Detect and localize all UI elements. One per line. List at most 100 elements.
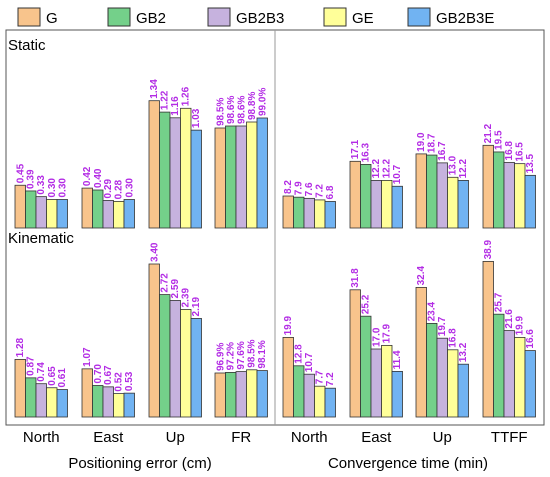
- bar-static-up-2-gb2b3e: [190, 129, 202, 229]
- value-label: 19.5: [494, 130, 505, 150]
- bar-static-east-5-gb2: [360, 164, 372, 229]
- bar-kinematic-east-1-gb2b3: [102, 386, 114, 418]
- bar-kinematic-east-1-g: [81, 368, 93, 418]
- value-label: 1.26: [181, 86, 192, 106]
- legend-swatch-gb2b3e: [407, 7, 431, 27]
- bar-static-up-6-ge: [447, 176, 459, 229]
- bar-static-east-1-gb2b3: [102, 200, 114, 229]
- x-category-up: Up: [433, 429, 452, 446]
- bar-kinematic-up-6-g: [415, 286, 427, 418]
- value-label: 23.4: [427, 301, 438, 321]
- value-label: 16.8: [504, 141, 515, 161]
- value-label: 16.3: [361, 143, 372, 163]
- value-label: 1.22: [160, 90, 171, 110]
- x-category-north: North: [291, 429, 328, 446]
- value-label: 0.74: [36, 362, 47, 382]
- value-label: 6.8: [325, 185, 336, 199]
- value-label: 19.9: [515, 315, 526, 335]
- bar-kinematic-north-4-gb2b3: [303, 373, 315, 418]
- value-label: 21.2: [483, 123, 494, 143]
- value-label: 0.65: [47, 366, 58, 386]
- value-label: 1.16: [170, 96, 181, 116]
- value-label: 31.8: [350, 268, 361, 288]
- value-label: 19.7: [437, 316, 448, 336]
- bar-kinematic-east-5-ge: [381, 344, 393, 418]
- value-label: 17.0: [371, 327, 382, 347]
- bar-static-north-0-gb2: [25, 190, 37, 229]
- bar-static-up-2-g: [148, 100, 160, 229]
- bar-static-east-5-gb2b3e: [391, 185, 403, 229]
- value-label: 16.6: [525, 329, 536, 349]
- value-label: 7.7: [315, 370, 326, 384]
- bar-kinematic-up-6-gb2b3: [436, 337, 448, 418]
- value-label: 10.7: [392, 164, 403, 184]
- bar-kinematic-north-0-gb2: [25, 377, 37, 418]
- bar-kinematic-fr-3-ge: [246, 369, 258, 418]
- value-label: 25.7: [494, 292, 505, 312]
- value-label: 97.6%: [236, 341, 247, 369]
- bar-static-north-4-gb2: [293, 196, 305, 229]
- value-label: 11.4: [392, 350, 403, 369]
- value-label: 18.7: [427, 133, 438, 153]
- value-label: 12.2: [371, 159, 382, 179]
- bar-static-north-4-g: [282, 195, 294, 229]
- value-label: 13.0: [448, 155, 459, 175]
- bar-static-up-2-ge: [180, 107, 192, 229]
- value-label: 97.2%: [226, 342, 237, 370]
- bar-static-north-0-ge: [46, 199, 58, 229]
- bar-kinematic-north-0-gb2b3e: [56, 389, 68, 418]
- value-label: 0.53: [124, 371, 135, 391]
- bar-static-ttff-7-gb2b3: [503, 162, 515, 229]
- bar-kinematic-fr-3-gb2b3e: [256, 370, 268, 418]
- bar-kinematic-east-1-ge: [113, 393, 125, 418]
- bar-kinematic-up-2-gb2b3e: [190, 318, 202, 418]
- bar-static-east-1-ge: [113, 200, 125, 229]
- bar-static-east-5-ge: [381, 180, 393, 229]
- bar-kinematic-east-5-gb2b3: [370, 348, 382, 418]
- value-label: 1.28: [15, 337, 26, 357]
- value-label: 16.8: [448, 328, 459, 348]
- value-label: 0.28: [114, 179, 125, 199]
- bar-static-east-5-gb2b3: [370, 180, 382, 229]
- x-category-east: East: [93, 429, 124, 446]
- value-label: 98.8%: [247, 92, 258, 120]
- legend-swatch-gb2b3: [207, 7, 231, 27]
- value-label: 98.6%: [236, 96, 247, 124]
- bars-layer: [14, 100, 536, 418]
- bar-static-east-1-gb2b3e: [123, 199, 135, 229]
- bar-static-north-0-gb2b3: [35, 196, 47, 229]
- value-label: 0.45: [15, 163, 26, 183]
- bar-static-north-4-gb2b3e: [324, 201, 336, 229]
- section-label-convergence: Convergence time (min): [328, 455, 488, 472]
- bar-kinematic-fr-3-g: [214, 372, 226, 418]
- bar-static-ttff-7-g: [482, 144, 494, 229]
- panel-title-static: Static: [8, 37, 46, 54]
- value-label: 1.07: [82, 347, 93, 367]
- section-label-positioning: Positioning error (cm): [68, 455, 211, 472]
- bar-static-up-2-gb2b3: [169, 117, 181, 229]
- value-label: 96.9%: [215, 343, 226, 371]
- bar-static-ttff-7-ge: [514, 163, 526, 229]
- value-label: 12.2: [382, 159, 393, 179]
- bar-static-north-0-gb2b3e: [56, 199, 68, 229]
- bar-kinematic-up-6-gb2b3e: [457, 363, 469, 418]
- legend-label-ge: GE: [352, 10, 374, 27]
- bar-static-east-1-g: [81, 187, 93, 229]
- bar-kinematic-east-5-g: [349, 289, 361, 418]
- value-label: 19.9: [283, 315, 294, 335]
- legend: G GB2 GB2B3 GE GB2B3E: [17, 7, 494, 27]
- value-label: 0.30: [47, 178, 58, 198]
- legend-label-g: G: [46, 10, 58, 27]
- legend-swatch-ge: [323, 7, 347, 27]
- x-category-labels: North East Up FR North East Up TTFF: [23, 429, 528, 446]
- value-label: 38.9: [483, 239, 494, 259]
- value-label: 2.59: [170, 279, 181, 299]
- value-label: 8.2: [283, 180, 294, 194]
- bar-static-fr-3-gb2b3e: [256, 117, 268, 229]
- value-label: 0.33: [36, 175, 47, 195]
- panel-title-kinematic: Kinematic: [8, 230, 74, 247]
- value-labels-layer: 0.45 0.39 0.33 0.30 0.300.42 0.400.29 0.28 0.30…: [15, 79, 536, 392]
- value-label: 0.67: [103, 365, 114, 385]
- value-label: 1.34: [149, 79, 160, 99]
- value-label: 2.19: [191, 297, 202, 317]
